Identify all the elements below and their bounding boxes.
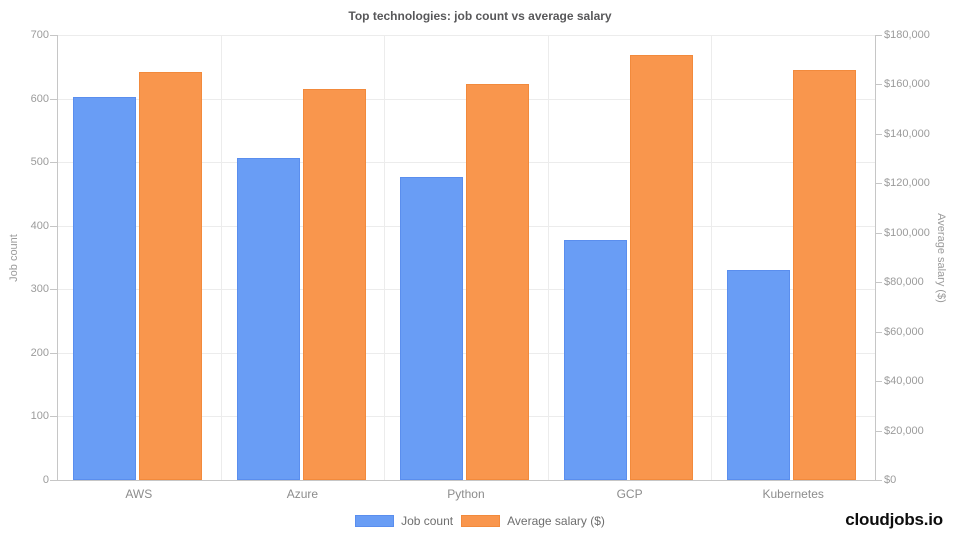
- bar-avg-salary: [629, 54, 693, 480]
- left-axis-line: [57, 35, 58, 480]
- right-axis-tick: [875, 381, 882, 383]
- legend-label: Job count: [401, 514, 454, 528]
- left-axis-tick: [50, 98, 57, 100]
- bar-avg-salary: [793, 69, 857, 480]
- bar-job-count: [236, 157, 300, 480]
- gridline-horizontal: [57, 98, 875, 100]
- gridline-vertical: [711, 35, 713, 480]
- bar-job-count: [563, 239, 627, 480]
- right-axis-tick-label: $0: [884, 474, 897, 486]
- left-axis-tick-label: 400: [30, 219, 49, 232]
- bar-avg-salary: [302, 89, 366, 480]
- x-axis-baseline: [57, 480, 876, 481]
- right-axis-tick: [875, 282, 882, 284]
- right-axis-tick-label: $140,000: [884, 127, 930, 140]
- gridline-horizontal: [57, 416, 875, 418]
- gridline-horizontal: [57, 162, 875, 164]
- left-axis-tick-label: 700: [30, 29, 49, 41]
- avg-salary-swatch: [461, 515, 501, 527]
- right-axis-tick-label: $40,000: [884, 375, 924, 388]
- x-axis-label: Azure: [286, 487, 319, 501]
- right-axis-tick: [875, 232, 882, 234]
- left-axis-title: Job count: [8, 233, 20, 282]
- right-axis-tick: [875, 133, 882, 135]
- legend-item: Job count: [355, 514, 453, 528]
- right-axis-tick-label: $160,000: [884, 78, 930, 91]
- bar-avg-salary: [466, 84, 530, 480]
- right-axis-tick-label: $20,000: [884, 424, 924, 437]
- gridline-horizontal: [57, 289, 875, 291]
- x-axis-label: AWS: [125, 487, 153, 501]
- left-axis-tick: [50, 352, 57, 354]
- gridline-horizontal: [57, 225, 875, 227]
- x-axis-label: GCP: [616, 487, 643, 501]
- left-axis-tick-label: 200: [30, 346, 49, 359]
- bar-job-count: [727, 270, 791, 480]
- left-axis-tick-label: 0: [42, 474, 49, 486]
- right-axis-tick-label: $120,000: [884, 177, 930, 190]
- gridline-vertical: [547, 35, 549, 480]
- right-axis-tick: [875, 480, 882, 481]
- right-axis-tick: [875, 35, 882, 36]
- bar-job-count: [400, 177, 464, 480]
- bar-job-count: [73, 97, 136, 480]
- right-axis-tick: [875, 430, 882, 432]
- legend-label: Average salary ($): [507, 514, 605, 528]
- legend-item: Average salary ($): [461, 514, 605, 528]
- x-axis-label: Kubernetes: [762, 487, 824, 501]
- right-axis-title: Average salary ($): [935, 212, 947, 303]
- job-count-swatch: [355, 515, 395, 527]
- left-axis-tick-label: 600: [30, 92, 49, 105]
- left-axis-tick-label: 100: [30, 410, 49, 423]
- left-axis-tick: [50, 162, 57, 164]
- right-axis-tick-label: $80,000: [884, 276, 924, 289]
- right-axis-tick-label: $100,000: [884, 226, 930, 239]
- right-axis-tick: [875, 331, 882, 333]
- right-axis-tick: [875, 84, 882, 86]
- left-axis-tick: [50, 480, 57, 481]
- right-axis-tick-label: $60,000: [884, 325, 924, 338]
- gridline-vertical: [384, 35, 386, 480]
- chart-legend: Job count Average salary ($): [0, 514, 960, 528]
- left-axis-tick: [50, 289, 57, 291]
- left-axis-tick: [50, 416, 57, 418]
- right-axis-line: [875, 35, 876, 480]
- bar-avg-salary: [139, 72, 202, 480]
- right-axis-tick: [875, 183, 882, 185]
- left-axis-tick-label: 500: [30, 156, 49, 169]
- chart-title: Top technologies: job count vs average s…: [348, 9, 612, 23]
- plot-area: [57, 35, 875, 480]
- left-axis-tick: [50, 35, 57, 36]
- x-axis-label: Python: [447, 487, 485, 501]
- right-axis-tick-label: $180,000: [884, 29, 930, 41]
- gridline-vertical: [220, 35, 222, 480]
- left-axis-tick: [50, 225, 57, 227]
- brand-logo: cloudjobs.io: [845, 510, 943, 529]
- left-axis-tick-label: 300: [30, 283, 49, 296]
- gridline-horizontal: [57, 352, 875, 354]
- gridline-horizontal: [57, 35, 875, 36]
